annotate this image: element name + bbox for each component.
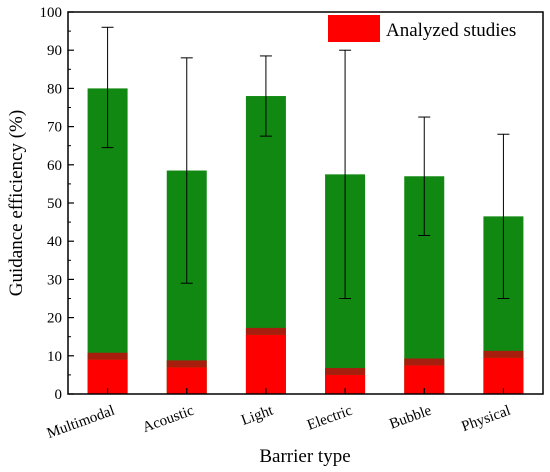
x-axis-title: Barrier type: [259, 446, 350, 467]
y-tick-label-70: 70: [47, 120, 62, 136]
y-tick-label-50: 50: [47, 196, 62, 212]
y-tick-label-60: 60: [47, 158, 62, 174]
y-tick-label-0: 0: [55, 387, 63, 403]
x-tick-label-bubble: Bubble: [387, 403, 434, 433]
bars-layer: [87, 88, 524, 395]
y-axis: 0 10 20 30 40 50 60 70 80 90 100: [40, 5, 74, 403]
y-tick-label-20: 20: [47, 311, 62, 327]
y-tick-label-40: 40: [47, 234, 62, 250]
bar-analyzed-electric: [325, 374, 366, 394]
x-tick-label-electric: Electric: [305, 403, 355, 434]
bar-analyzed-physical: [483, 357, 524, 394]
bar-edge-acoustic: [166, 360, 207, 368]
bar-analyzed-light: [245, 334, 286, 394]
bar-edge-electric: [325, 368, 366, 375]
y-tick-label-100: 100: [40, 5, 63, 21]
bar-edge-multimodal: [87, 352, 128, 360]
legend-label-analyzed-studies: Analyzed studies: [386, 20, 516, 41]
error-bars-layer: [101, 26, 510, 299]
y-tick-label-80: 80: [47, 81, 62, 97]
bar-edge-physical: [483, 350, 524, 358]
y-tick-label-90: 90: [47, 43, 62, 59]
y-tick-label-30: 30: [47, 272, 62, 288]
x-tick-label-acoustic: Acoustic: [141, 403, 197, 436]
legend: Analyzed studies: [328, 15, 516, 42]
bar-edge-light: [245, 327, 286, 335]
plot-frame: [67, 11, 544, 395]
legend-swatch-analyzed-studies: [328, 15, 380, 42]
x-tick-label-light: Light: [239, 402, 276, 428]
x-axis: Multimodal Acoustic Light Electric Bubble Phy…: [45, 388, 513, 442]
x-tick-label-physical: Physical: [460, 403, 513, 435]
y-axis-title: Guidance efficiency (%): [6, 110, 27, 296]
x-tick-label-multimodal: Multimodal: [45, 403, 117, 442]
y-tick-label-10: 10: [47, 349, 62, 365]
bar-edge-bubble: [404, 358, 445, 366]
